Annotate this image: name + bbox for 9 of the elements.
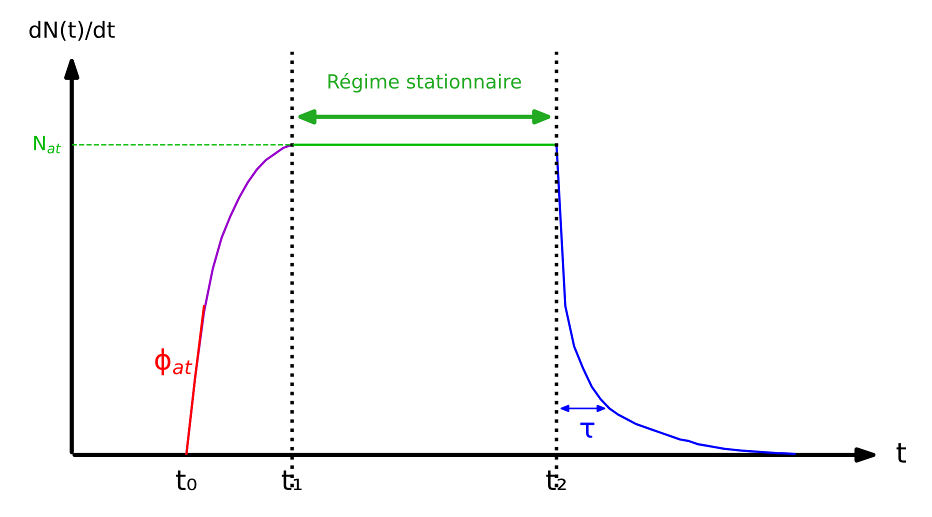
x-tick-label: t₀ bbox=[176, 470, 196, 490]
y-axis-title: dN(t)/dt bbox=[29, 20, 115, 41]
x-axis-title: t bbox=[896, 443, 906, 463]
x-tick-label: t₂ bbox=[546, 470, 566, 490]
ref-line-label: N$_{at}$ bbox=[34, 136, 62, 154]
x-tick-label: t₁ bbox=[282, 470, 302, 490]
annotation: τ bbox=[580, 422, 594, 438]
text: Régime stationnaire bbox=[328, 72, 522, 93]
annotation: ϕ$_{at}$ bbox=[155, 348, 192, 376]
